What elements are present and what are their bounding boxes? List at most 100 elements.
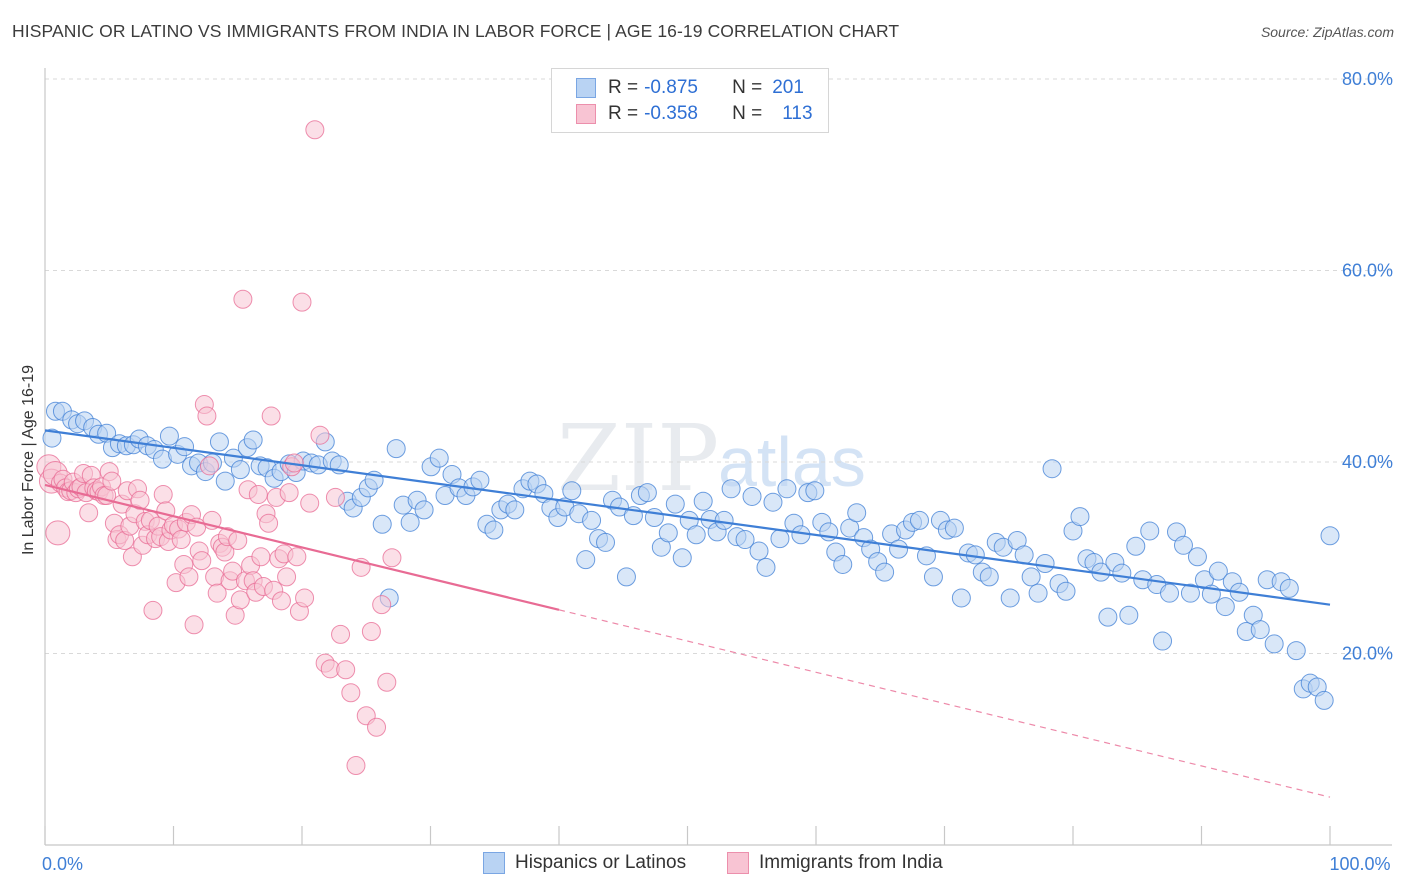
hispanic-point [1264,634,1284,654]
hispanic-point [209,432,229,452]
india-point [287,547,307,567]
legend-swatch-india [576,104,596,124]
hispanic-point [1208,561,1228,581]
hispanic-point [470,470,490,490]
hispanic-point [215,471,235,491]
india-point [102,471,122,491]
hispanic-point [1126,536,1146,556]
hispanic-point [1098,607,1118,627]
hispanic-point [1320,526,1340,546]
hispanic-point [1042,459,1062,479]
hispanic-point [1140,521,1160,541]
india-point [341,683,361,703]
hispanic-point [721,479,741,499]
data-points [36,120,1340,776]
x-tick-label: 100.0% [1329,854,1390,874]
bottom-legend-india[interactable]: Immigrants from India [727,852,943,874]
legend-n-value: 113 [782,103,813,124]
india-point [261,406,281,426]
hispanic-point [735,530,755,550]
hispanic-point [386,439,406,459]
india-point [197,406,217,426]
india-point [382,548,402,568]
hispanic-point [770,529,790,549]
hispanic-point [505,500,525,520]
india-point [372,595,392,615]
india-point [143,600,163,620]
hispanic-point [909,510,929,530]
india-point [279,483,299,503]
hispanic-point [637,483,657,503]
hispanic-point [763,492,783,512]
hispanic-point [562,481,582,501]
hispanic-point [749,541,769,561]
x-tick-label: 0.0% [42,854,83,874]
legend-n-label: N = [732,103,763,124]
india-trend-line-extension [558,609,1331,798]
india-point [346,756,366,776]
bottom-legend-swatch-india [727,852,749,874]
bottom-legend-hispanic[interactable]: Hispanics or Latinos [483,852,686,874]
hispanic-point [1119,605,1139,625]
india-point [251,547,271,567]
hispanic-point [847,503,867,523]
bottom-legend-swatch-hispanic [483,852,505,874]
trend-lines [44,429,1331,798]
india-point [171,530,191,550]
india-point [79,503,99,523]
hispanic-point [693,491,713,511]
y-tick-label: 20.0% [1342,644,1393,664]
hispanic-point [1215,597,1235,617]
hispanic-point [484,520,504,540]
y-tick-label: 80.0% [1342,69,1393,89]
hispanic-point [1028,583,1048,603]
legend-r-label: R = [608,103,639,124]
hispanic-point [582,510,602,530]
india-trend-line [44,483,560,611]
legend-r-value: -0.358 [644,103,698,124]
hispanic-point [1153,631,1173,651]
india-point [223,561,243,581]
india-point [199,456,219,476]
hispanic-point [230,460,250,480]
hispanic-point [429,448,449,468]
legend-n-label: N = [732,77,763,98]
india-point [259,513,279,533]
hispanic-point [944,518,964,538]
hispanic-point [714,510,734,530]
hispanic-point [777,479,797,499]
india-point [184,615,204,635]
chart-title: HISPANIC OR LATINO VS IMMIGRANTS FROM IN… [12,21,900,41]
hispanic-point [1056,581,1076,601]
bottom-legend-label-hispanic: Hispanics or Latinos [515,852,687,873]
hispanic-point [1279,578,1299,598]
hispanic-point [756,557,776,577]
y-tick-label: 40.0% [1342,452,1393,472]
india-point [305,120,325,140]
india-point [207,583,227,603]
hispanic-point [672,548,692,568]
india-point [45,520,71,546]
legend-n-value: 201 [772,77,804,98]
y-tick-label: 60.0% [1342,261,1393,281]
hispanic-point [1173,535,1193,555]
india-point [153,485,173,505]
source-credit: Source: ZipAtlas.com [1260,24,1394,40]
hispanic-point [1014,545,1034,565]
india-point [179,567,199,587]
correlation-legend: R = -0.875 N = 201 R = -0.358 N = 113 [551,68,829,133]
hispanic-point [1160,583,1180,603]
legend-r-label: R = [608,77,639,98]
legend-swatch-hispanic [576,78,596,98]
india-point [192,551,212,571]
hispanic-point [1250,620,1270,640]
hispanic-point [1070,507,1090,527]
india-point [277,567,297,587]
india-point [300,493,320,513]
hispanic-point [42,428,62,448]
hispanic-point [1000,588,1020,608]
india-point [233,289,253,309]
hispanic-point [1187,547,1207,567]
hispanic-point [1112,563,1132,583]
